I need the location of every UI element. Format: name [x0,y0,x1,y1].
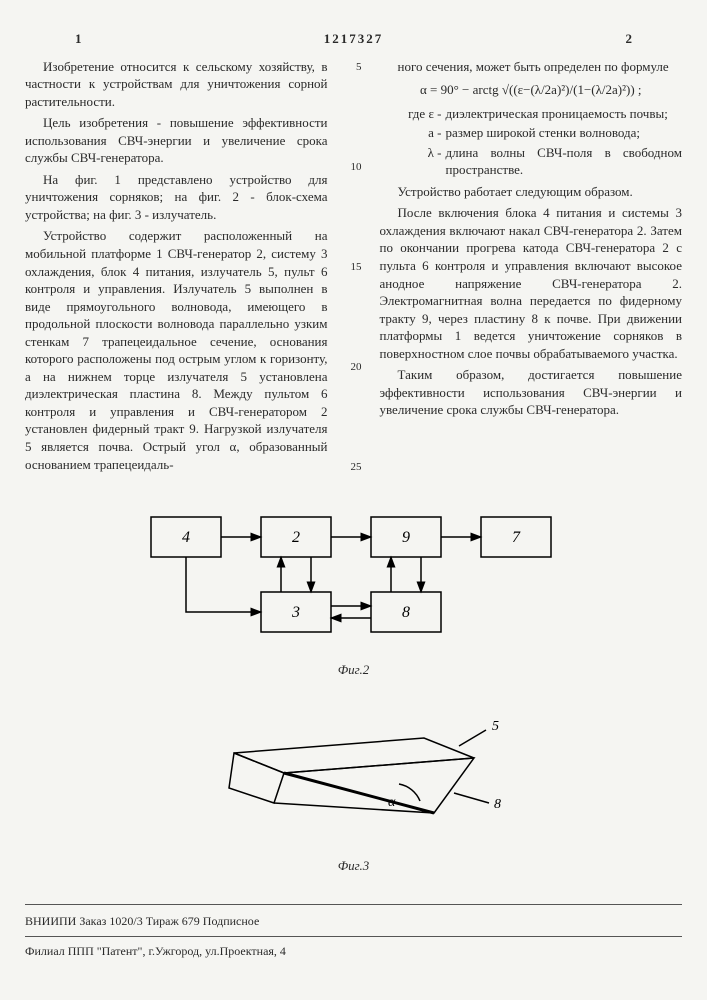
angle-alpha: α [388,795,396,810]
left-column: Изобретение относится к сельскому хозяйс… [25,58,328,478]
figure-2: 4 2 9 7 3 8 Фиг.2 [25,497,682,678]
patent-number: 1217327 [324,30,384,48]
svg-text:9: 9 [402,529,410,546]
para-operation: После включения блока 4 питания и систем… [380,204,683,362]
left-page-num: 1 [75,30,82,48]
ref-8: 8 [494,797,501,812]
para-goal: Цель изобретения - повышение эффективнос… [25,114,328,167]
def-a: размер широкой стенки волновода; [446,124,683,142]
definitions: где ε - диэлектрическая проницаемость по… [380,105,683,179]
para-works: Устройство работает следующим образом. [380,183,683,201]
fig3-label: Фиг.3 [25,857,682,875]
footer-line1: ВНИИПИ Заказ 1020/3 Тираж 679 Подписное [25,913,682,929]
para-result: Таким образом, достигается повышение эфф… [380,366,683,419]
para-figs: На фиг. 1 представлено устройство для ун… [25,171,328,224]
fig2-svg: 4 2 9 7 3 8 [126,497,581,652]
para-intro: Изобретение относится к сельскому хозяйс… [25,58,328,111]
def-a-sym: a - [404,124,442,142]
formula: α = 90° − arctg √((ε−(λ/2a)²)/(1−(λ/2a)²… [380,81,683,99]
right-page-num: 2 [626,30,633,48]
figures: 4 2 9 7 3 8 Фиг.2 5 [25,497,682,874]
right-column: ного сечения, может быть определен по фо… [380,58,683,478]
ln-15: 15 [346,260,362,275]
svg-text:7: 7 [512,529,521,546]
ln-20: 20 [346,360,362,375]
page-header: 1 1217327 2 [25,30,682,48]
def-lambda: длина волны СВЧ-поля в свободном простра… [446,144,683,179]
def-l-sym: λ - [404,144,442,179]
svg-text:2: 2 [292,529,300,546]
ln-5: 5 [346,60,362,75]
def-epsilon: диэлектрическая проницаемость почвы; [446,105,683,123]
ref-5: 5 [492,719,499,734]
footer-divider [25,936,682,937]
para-cont: ного сечения, может быть определен по фо… [380,58,683,76]
line-numbers: 5 10 15 20 25 [346,58,362,478]
footer-line2: Филиал ППП "Патент", г.Ужгород, ул.Проек… [25,943,682,959]
fig2-label: Фиг.2 [25,661,682,679]
footer: ВНИИПИ Заказ 1020/3 Тираж 679 Подписное … [25,904,682,958]
para-device: Устройство содержит расположенный на моб… [25,227,328,473]
figure-3: 5 8 α Фиг.3 [25,708,682,874]
svg-text:8: 8 [402,604,410,621]
ln-10: 10 [346,160,362,175]
svg-text:4: 4 [182,529,190,546]
text-columns: Изобретение относится к сельскому хозяйс… [25,58,682,478]
def-lead: где ε - [404,105,442,123]
ln-25: 25 [346,460,362,475]
fig3-svg: 5 8 α [174,708,534,848]
svg-text:3: 3 [291,604,300,621]
